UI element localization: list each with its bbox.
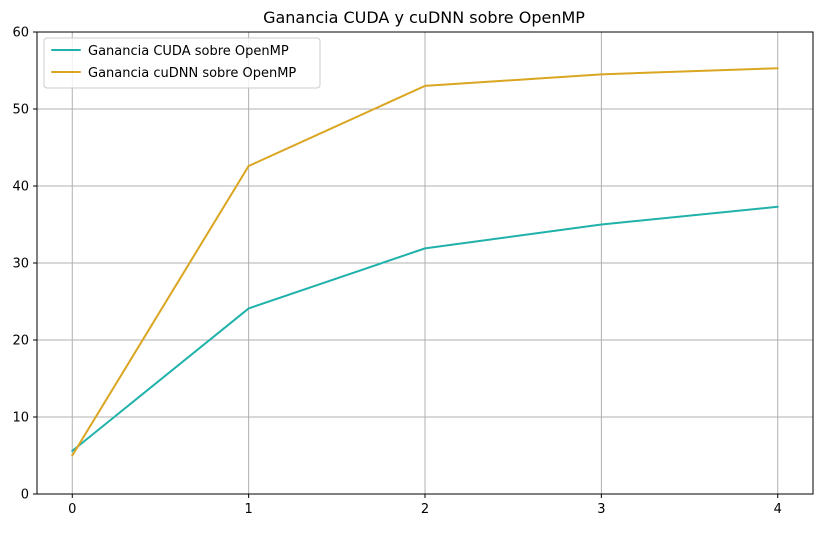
data-point-s1-3	[600, 73, 603, 76]
data-point-s1-1	[247, 165, 250, 167]
x-tick-label: 4	[774, 502, 782, 517]
data-point-s0-0	[71, 450, 74, 452]
y-tick-label: 10	[12, 411, 29, 426]
x-tick-label: 0	[68, 502, 76, 517]
legend-box	[43, 37, 321, 89]
data-point-s1-0	[71, 454, 74, 457]
legend-label-cudnn: Ganancia cuDNN sobre OpenMP	[88, 66, 296, 81]
y-tick-label: 60	[12, 26, 29, 41]
data-point-s0-2	[424, 247, 426, 250]
y-tick-label: 0	[21, 488, 29, 503]
x-tick-label: 1	[244, 502, 252, 517]
x-tick-label: 2	[421, 502, 429, 517]
y-tick-label: 50	[12, 103, 29, 118]
legend-label-cuda: Ganancia CUDA sobre OpenMP	[88, 44, 289, 59]
y-tick-label: 30	[12, 257, 29, 272]
legend: Ganancia CUDA sobre OpenMP Ganancia cuDN…	[43, 37, 321, 89]
data-point-s1-4	[776, 67, 779, 69]
data-point-s0-4	[776, 205, 779, 208]
chart-title: Ganancia CUDA y cuDNN sobre OpenMP	[263, 8, 585, 27]
data-point-s0-1	[247, 307, 250, 310]
grid	[37, 31, 813, 495]
series-layer	[71, 67, 779, 457]
y-tick-label: 40	[12, 180, 29, 195]
data-point-s1-2	[424, 85, 426, 87]
y-tick-label: 20	[12, 334, 29, 349]
data-point-s0-3	[600, 223, 603, 226]
x-tick-label: 3	[597, 502, 605, 517]
